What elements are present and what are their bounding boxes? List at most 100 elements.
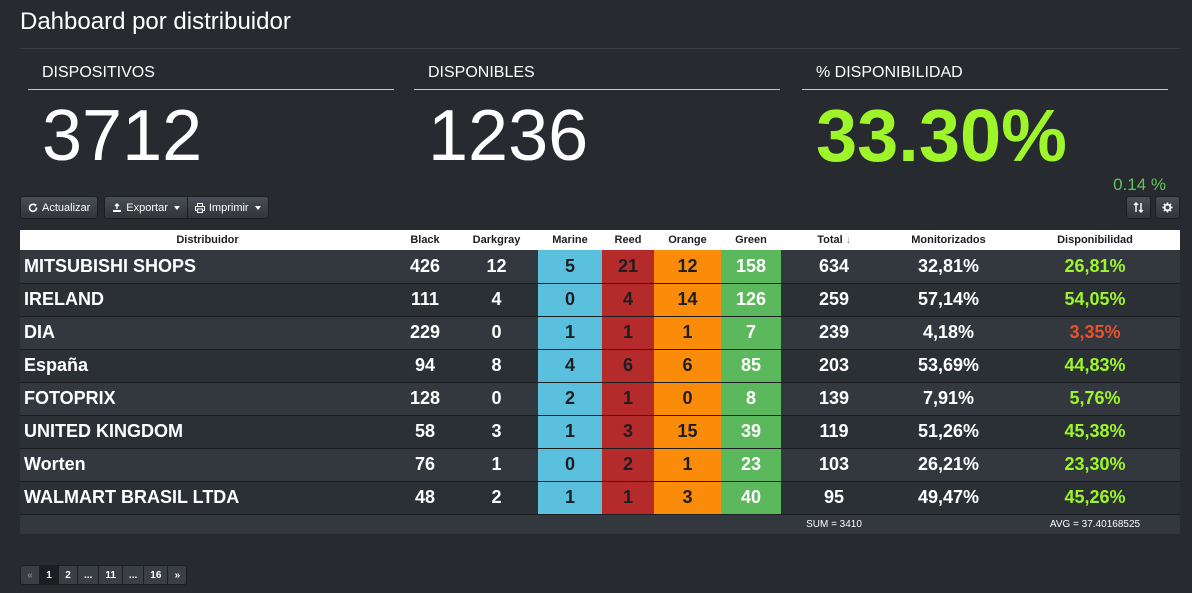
cell-orange: 1 (654, 448, 721, 481)
cell-marine: 1 (538, 316, 602, 349)
header-black[interactable]: Black (395, 230, 455, 250)
cell-monitorizados: 51,26% (887, 415, 1010, 448)
table-row[interactable]: IRELAND 111 4 0 4 14 126 259 57,14% 54,05% (20, 283, 1180, 316)
cell-marine: 1 (538, 415, 602, 448)
refresh-icon (28, 203, 38, 213)
cell-orange: 0 (654, 382, 721, 415)
cell-reed: 2 (602, 448, 654, 481)
cell-disponibilidad: 23,30% (1010, 448, 1180, 481)
cell-distribuidor: MITSUBISHI SHOPS (20, 250, 395, 283)
cell-total: 95 (781, 481, 887, 514)
header-total[interactable]: Total ↓ (781, 230, 887, 250)
page-link[interactable]: 1 (39, 565, 59, 585)
cell-total: 103 (781, 448, 887, 481)
header-total-label: Total (817, 234, 842, 246)
page-link[interactable]: ... (77, 565, 99, 585)
cell-marine: 0 (538, 448, 602, 481)
cell-total: 634 (781, 250, 887, 283)
cell-distribuidor: FOTOPRIX (20, 382, 395, 415)
cell-black: 48 (395, 481, 455, 514)
header-darkgray[interactable]: Darkgray (455, 230, 538, 250)
cell-distribuidor: DIA (20, 316, 395, 349)
cell-black: 128 (395, 382, 455, 415)
cell-total: 119 (781, 415, 887, 448)
header-reed[interactable]: Reed (602, 230, 654, 250)
cell-marine: 0 (538, 283, 602, 316)
header-disponibilidad[interactable]: Disponibilidad (1010, 230, 1180, 250)
header-marine[interactable]: Marine (538, 230, 602, 250)
header-monitorizados[interactable]: Monitorizados (887, 230, 1010, 250)
table-row[interactable]: WALMART BRASIL LTDA 48 2 1 1 3 40 95 49,47% 45,26… (20, 481, 1180, 514)
cell-orange: 1 (654, 316, 721, 349)
cell-reed: 4 (602, 283, 654, 316)
chevron-down-icon (174, 206, 180, 210)
table-row[interactable]: DIA 229 0 1 1 1 7 239 4,18% 3,35% (20, 316, 1180, 349)
cell-disponibilidad: 44,83% (1010, 349, 1180, 382)
cell-black: 58 (395, 415, 455, 448)
cell-black: 111 (395, 283, 455, 316)
cell-darkgray: 1 (455, 448, 538, 481)
kpi-availability-label: % DISPONIBILIDAD (802, 62, 1168, 90)
cell-monitorizados: 32,81% (887, 250, 1010, 283)
title-divider (20, 48, 1180, 49)
cell-total: 203 (781, 349, 887, 382)
settings-button[interactable] (1155, 196, 1180, 219)
header-green[interactable]: Green (721, 230, 781, 250)
cell-monitorizados: 53,69% (887, 349, 1010, 382)
page-link[interactable]: 16 (143, 565, 168, 585)
header-orange[interactable]: Orange (654, 230, 721, 250)
cell-orange: 15 (654, 415, 721, 448)
page-link[interactable]: 2 (58, 565, 78, 585)
cell-total: 239 (781, 316, 887, 349)
cell-disponibilidad: 5,76% (1010, 382, 1180, 415)
kpi-availability-delta: 0.14 % (1113, 175, 1166, 195)
page-link[interactable]: ... (122, 565, 144, 585)
cell-green: 7 (721, 316, 781, 349)
table-body: MITSUBISHI SHOPS 426 12 5 21 12 158 634 32,81% 26… (20, 250, 1180, 514)
cell-marine: 1 (538, 481, 602, 514)
table-row[interactable]: MITSUBISHI SHOPS 426 12 5 21 12 158 634 32,81% 26… (20, 250, 1180, 283)
export-label: Exportar (126, 202, 168, 214)
cell-orange: 6 (654, 349, 721, 382)
cell-black: 94 (395, 349, 455, 382)
cell-green: 39 (721, 415, 781, 448)
page-link[interactable]: 11 (98, 565, 123, 585)
cell-reed: 3 (602, 415, 654, 448)
cell-marine: 5 (538, 250, 602, 283)
sort-icon (1133, 202, 1144, 213)
cell-darkgray: 8 (455, 349, 538, 382)
cell-darkgray: 0 (455, 316, 538, 349)
cell-darkgray: 12 (455, 250, 538, 283)
cell-orange: 12 (654, 250, 721, 283)
cell-total: 259 (781, 283, 887, 316)
header-distribuidor[interactable]: Distribuidor (20, 230, 395, 250)
cell-distribuidor: WALMART BRASIL LTDA (20, 481, 395, 514)
sort-desc-icon: ↓ (846, 235, 851, 246)
table-options (1126, 196, 1180, 219)
table-row[interactable]: FOTOPRIX 128 0 2 1 0 8 139 7,91% 5,76% (20, 382, 1180, 415)
cell-total: 139 (781, 382, 887, 415)
page-next[interactable]: » (167, 565, 187, 585)
chevron-down-icon (255, 206, 261, 210)
kpi-availability: % DISPONIBILIDAD 33.30% 0.14 % (802, 62, 1168, 176)
cell-orange: 3 (654, 481, 721, 514)
cell-darkgray: 4 (455, 283, 538, 316)
print-icon (195, 203, 205, 213)
table-row[interactable]: UNITED KINGDOM 58 3 1 3 15 39 119 51,26% 45,38% (20, 415, 1180, 448)
print-label: Imprimir (209, 202, 249, 214)
cell-black: 229 (395, 316, 455, 349)
table-row[interactable]: Worten 76 1 0 2 1 23 103 26,21% 23,30% (20, 448, 1180, 481)
refresh-button[interactable]: Actualizar (20, 196, 98, 219)
print-button[interactable]: Imprimir (188, 196, 269, 219)
cell-green: 85 (721, 349, 781, 382)
table-row[interactable]: España 94 8 4 6 6 85 203 53,69% 44,83% (20, 349, 1180, 382)
cell-marine: 4 (538, 349, 602, 382)
gear-icon (1162, 202, 1173, 213)
sort-button[interactable] (1126, 196, 1151, 219)
kpi-devices-value: 3712 (28, 96, 394, 176)
page-prev[interactable]: « (20, 565, 40, 585)
distributor-table: Distribuidor Black Darkgray Marine Reed … (20, 230, 1180, 534)
export-button[interactable]: Exportar (104, 196, 188, 219)
export-icon (112, 203, 122, 213)
